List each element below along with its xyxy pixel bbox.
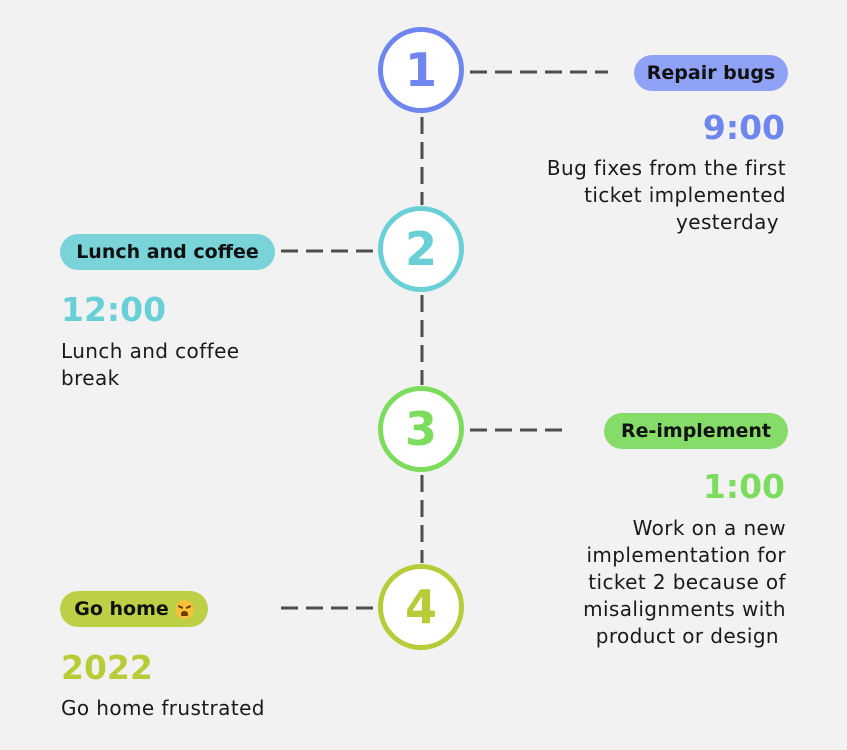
step-3-description-line: ticket 2 because of [588,570,786,594]
weary-face-emoji-icon [174,599,194,619]
step-4-number: 4 [404,580,437,634]
step-3-circle: 3 [378,386,464,472]
step-3-number: 3 [404,402,437,456]
step-4-description-line: Go home frustrated [61,696,265,720]
step-2-tag: Lunch and coffee [60,234,275,270]
step-4-tag: Go home [60,591,208,627]
step-3-description-line: implementation for [586,543,786,567]
step-2-circle: 2 [378,206,464,292]
step-1-description: Bug fixes from the first ticket implemen… [466,155,786,236]
step-1-tag-label: Repair bugs [646,62,776,84]
step-4-circle: 4 [378,564,464,650]
step-1-circle: 1 [378,27,464,113]
step-2-tag-label: Lunch and coffee [76,241,259,263]
step-4-time: 2022 [61,648,153,687]
step-3-description: Work on a new implementation for ticket … [466,515,786,650]
step-1-description-line: ticket implemented [584,183,786,207]
step-4-description: Go home frustrated [61,695,361,722]
step-3-tag: Re-implement [604,413,788,449]
step-1-tag: Repair bugs [634,55,788,91]
step-3-description-line: misalignments with [583,597,786,621]
step-1-number: 1 [404,43,437,97]
step-2-description: Lunch and coffee break [61,338,341,392]
step-3-tag-label: Re-implement [620,420,771,442]
step-3-description-line: Work on a new [632,516,786,540]
step-1-time: 9:00 [702,108,785,147]
step-3-description-line: product or design [595,624,779,648]
step-1-description-line: yesterday [676,210,779,234]
step-3-time: 1:00 [702,467,785,506]
step-2-time: 12:00 [61,290,167,329]
step-2-description-line: break [61,366,120,390]
step-1-description-line: Bug fixes from the first [546,156,786,180]
step-2-description-line: Lunch and coffee [61,339,240,363]
step-2-number: 2 [404,222,437,276]
step-4-tag-label: Go home [74,598,169,620]
